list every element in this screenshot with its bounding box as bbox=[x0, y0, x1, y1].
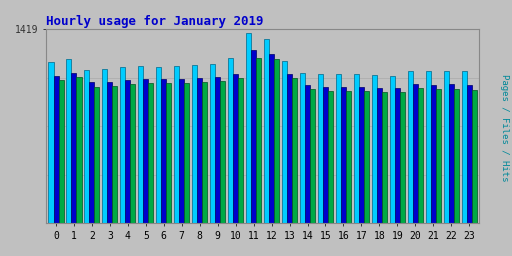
Bar bbox=[377, 88, 382, 223]
Bar bbox=[54, 76, 58, 223]
Bar bbox=[238, 78, 243, 223]
Bar bbox=[400, 92, 405, 223]
Bar bbox=[364, 91, 369, 223]
Bar bbox=[58, 80, 63, 223]
Bar bbox=[246, 33, 251, 223]
Bar bbox=[462, 71, 466, 223]
Bar bbox=[161, 79, 166, 223]
Bar bbox=[425, 71, 431, 223]
Bar bbox=[197, 78, 202, 223]
Bar bbox=[269, 54, 274, 223]
Bar bbox=[454, 89, 459, 223]
Bar bbox=[292, 78, 297, 223]
Bar bbox=[466, 86, 472, 223]
Bar bbox=[323, 87, 328, 223]
Bar bbox=[300, 73, 305, 223]
Bar bbox=[418, 88, 423, 223]
Bar bbox=[251, 50, 256, 223]
Bar bbox=[210, 64, 215, 223]
Bar bbox=[233, 74, 238, 223]
Bar bbox=[341, 87, 346, 223]
Bar bbox=[174, 66, 179, 223]
Bar bbox=[94, 87, 99, 223]
Bar bbox=[90, 82, 94, 223]
Bar bbox=[310, 89, 315, 223]
Bar bbox=[264, 39, 269, 223]
Bar bbox=[184, 83, 189, 223]
Bar bbox=[102, 69, 108, 223]
Bar bbox=[84, 70, 90, 223]
Bar bbox=[148, 83, 154, 223]
Bar bbox=[444, 71, 449, 223]
Bar bbox=[408, 71, 413, 223]
Bar bbox=[359, 87, 364, 223]
Bar bbox=[328, 91, 333, 223]
Bar bbox=[436, 89, 441, 223]
Bar bbox=[305, 85, 310, 223]
Bar bbox=[125, 80, 131, 223]
Bar bbox=[166, 83, 172, 223]
Bar bbox=[76, 77, 81, 223]
Bar bbox=[67, 59, 72, 223]
Bar bbox=[382, 92, 387, 223]
Bar bbox=[354, 74, 359, 223]
Bar bbox=[179, 79, 184, 223]
Bar bbox=[113, 86, 117, 223]
Bar bbox=[72, 73, 76, 223]
Bar bbox=[413, 84, 418, 223]
Text: Pages / Files / Hits: Pages / Files / Hits bbox=[500, 74, 509, 182]
Bar bbox=[108, 82, 113, 223]
Bar bbox=[449, 84, 454, 223]
Bar bbox=[131, 84, 135, 223]
Bar bbox=[49, 62, 54, 223]
Bar bbox=[287, 74, 292, 223]
Bar bbox=[202, 82, 207, 223]
Bar bbox=[390, 76, 395, 223]
Text: Hourly usage for January 2019: Hourly usage for January 2019 bbox=[46, 15, 264, 28]
Bar bbox=[192, 65, 197, 223]
Bar bbox=[372, 75, 377, 223]
Bar bbox=[274, 59, 279, 223]
Bar bbox=[143, 79, 148, 223]
Bar bbox=[346, 91, 351, 223]
Bar bbox=[156, 67, 161, 223]
Bar bbox=[431, 85, 436, 223]
Bar bbox=[282, 60, 287, 223]
Bar bbox=[215, 77, 220, 223]
Bar bbox=[336, 73, 341, 223]
Bar bbox=[318, 74, 323, 223]
Bar bbox=[220, 81, 225, 223]
Bar bbox=[472, 90, 477, 223]
Bar bbox=[395, 88, 400, 223]
Bar bbox=[138, 66, 143, 223]
Bar bbox=[120, 67, 125, 223]
Bar bbox=[256, 58, 261, 223]
Bar bbox=[228, 58, 233, 223]
